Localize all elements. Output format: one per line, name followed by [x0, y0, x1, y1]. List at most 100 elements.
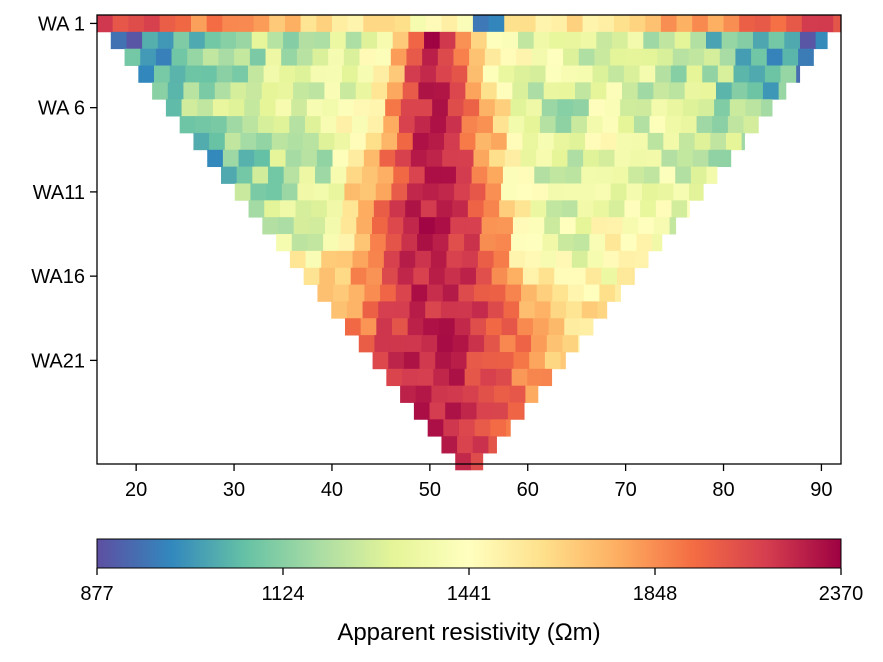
heatmap-cell: [269, 15, 286, 33]
heatmap-cell: [694, 132, 711, 151]
heatmap-cell: [658, 31, 676, 50]
heatmap-cell: [457, 15, 474, 33]
heatmap-cell: [390, 335, 407, 353]
heatmap-cell: [670, 65, 687, 83]
heatmap-cell: [464, 234, 481, 252]
heatmap-cell: [369, 99, 386, 117]
heatmap-cell: [444, 132, 461, 151]
heatmap-cell: [319, 267, 336, 285]
heatmap-cell: [491, 132, 508, 151]
heatmap-cell: [128, 15, 145, 33]
heatmap-cell: [482, 351, 499, 370]
heatmap-cell: [541, 99, 558, 117]
heatmap-cell: [453, 48, 470, 66]
heatmap-cell: [353, 99, 370, 117]
heatmap-cell: [357, 65, 374, 83]
heatmap-cell: [499, 335, 516, 353]
heatmap-cell: [511, 234, 528, 252]
heatmap-cell: [496, 82, 513, 100]
heatmap-cell: [548, 183, 565, 201]
heatmap-cell: [478, 385, 495, 403]
heatmap-cell: [576, 65, 593, 83]
heatmap-cell: [138, 65, 155, 83]
heatmap-cell: [291, 99, 308, 117]
heatmap-cell: [692, 15, 709, 33]
heatmap-cell: [175, 15, 192, 33]
heatmap-cell: [361, 31, 378, 50]
heatmap-cell: [752, 31, 770, 50]
heatmap-cell: [417, 234, 434, 252]
heatmap-cell: [323, 234, 340, 252]
heatmap-cell: [554, 267, 571, 285]
heatmap-cell: [513, 351, 530, 370]
heatmap-cell: [815, 31, 828, 50]
heatmap-cell: [463, 99, 480, 117]
heatmap-cell: [528, 82, 545, 100]
heatmap-cell: [604, 99, 621, 117]
heatmap-cell: [531, 48, 548, 66]
heatmap-cell: [281, 48, 298, 66]
heatmap-cell: [410, 15, 427, 33]
heatmap-cell: [579, 318, 594, 336]
heatmap-cell: [799, 31, 817, 50]
heatmap-cell: [415, 250, 432, 269]
heatmap-cell: [407, 183, 424, 201]
heatmap-cell: [417, 368, 434, 387]
heatmap-cell: [527, 368, 544, 387]
heatmap-cell: [422, 183, 439, 201]
heatmap-cell: [568, 284, 585, 302]
heatmap-cell: [778, 82, 787, 100]
heatmap-cell: [596, 166, 613, 184]
colorbar-tick-label: 877: [80, 583, 113, 605]
heatmap-cell: [599, 284, 616, 302]
heatmap-cell: [356, 217, 373, 235]
heatmap-cell: [497, 217, 514, 235]
heatmap-cell: [169, 65, 186, 83]
heatmap-cell: [485, 183, 502, 201]
heatmap-cell: [552, 284, 569, 302]
heatmap-cell: [273, 116, 290, 134]
heatmap-cell: [475, 132, 492, 151]
heatmap-cell: [303, 132, 320, 151]
heatmap-cell: [305, 250, 322, 269]
heatmap-cell: [360, 318, 377, 336]
heatmap-cell: [372, 351, 389, 370]
heatmap-cell: [371, 217, 389, 235]
heatmap-cell: [620, 234, 637, 252]
x-tick-label: 50: [419, 479, 441, 501]
heatmap-cell: [432, 234, 449, 252]
heatmap-cell: [351, 116, 369, 134]
heatmap-cell: [563, 183, 580, 201]
heatmap-cell: [365, 132, 382, 151]
heatmap-cell: [743, 116, 759, 134]
heatmap-cell: [435, 351, 452, 370]
heatmap-cell: [512, 82, 529, 100]
heatmap-cell: [525, 385, 539, 403]
colorbar-ticks: 877 1124 1441 1848 2370: [80, 568, 863, 605]
heatmap-cell: [598, 149, 615, 168]
heatmap-cell: [404, 65, 421, 83]
heatmap-cell: [532, 318, 550, 336]
heatmap-cell: [534, 301, 551, 319]
heatmap-cell: [622, 82, 639, 100]
heatmap-cell: [324, 217, 342, 235]
heatmap-cell: [388, 351, 405, 370]
heatmap-cell: [434, 82, 451, 100]
heatmap-cell: [559, 82, 576, 100]
heatmap-cell: [645, 15, 662, 33]
heatmap-cell: [171, 48, 188, 66]
heatmap-cell: [443, 419, 460, 437]
heatmap-cell: [336, 250, 353, 269]
heatmap-cell: [467, 65, 484, 83]
heatmap-cell: [520, 149, 537, 168]
heatmap-cell: [362, 301, 379, 319]
heatmap-cell: [710, 132, 727, 151]
heatmap-cell: [291, 234, 308, 252]
heatmap-cell: [330, 31, 347, 50]
heatmap-cell: [690, 31, 707, 50]
heatmap-cell: [279, 200, 296, 218]
heatmap-cell: [616, 267, 633, 285]
heatmap-cell: [566, 15, 583, 33]
heatmap-cell: [316, 15, 333, 33]
heatmap-cell: [450, 217, 467, 235]
